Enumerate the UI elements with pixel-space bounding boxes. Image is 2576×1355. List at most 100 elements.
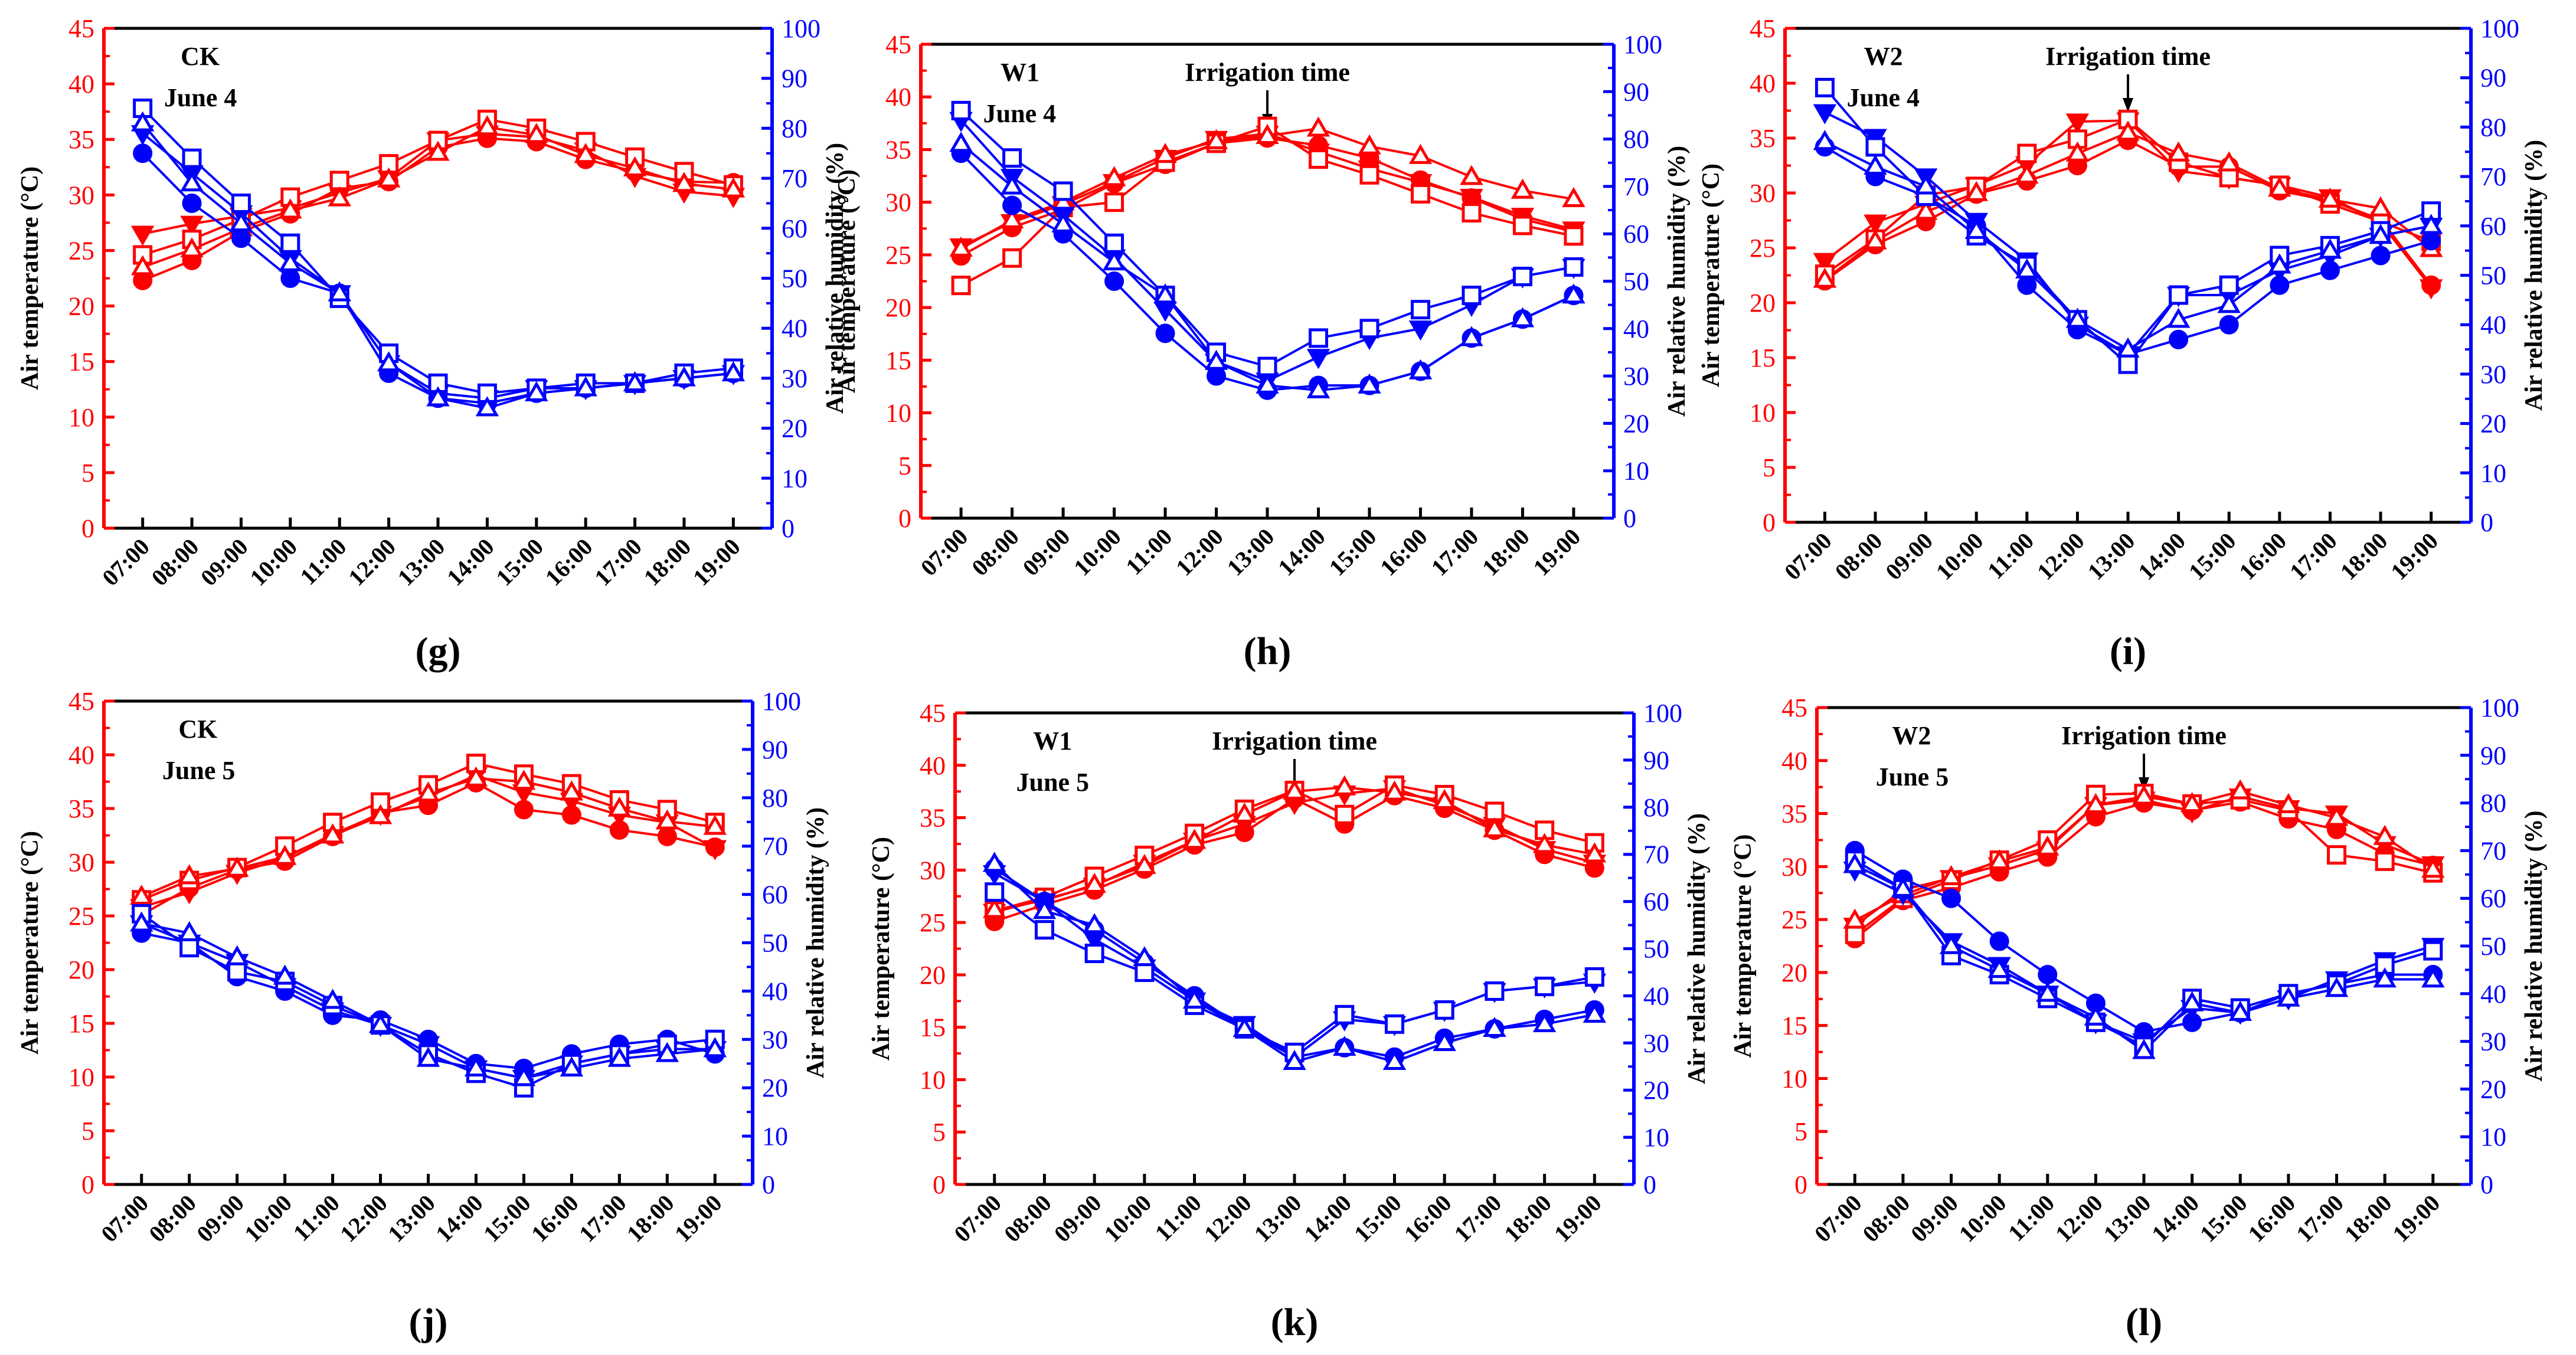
humidity-point xyxy=(1256,373,1279,394)
humidity-point xyxy=(1987,958,2011,978)
right-tick-label: 10 xyxy=(782,464,808,493)
temperature-point xyxy=(368,804,393,824)
x-tick-label: 13:00 xyxy=(383,1190,440,1248)
temperature-point xyxy=(655,809,679,830)
x-tick-label: 11:00 xyxy=(295,534,351,590)
humidity-point xyxy=(2116,337,2140,358)
humidity-point xyxy=(1939,934,1963,954)
left-tick-label: 40 xyxy=(1781,747,1807,775)
humidity-point xyxy=(1989,931,2009,951)
humidity-point xyxy=(1562,283,1586,304)
y-axis-title-temperature: Air temperature (°C) xyxy=(17,831,44,1055)
panel-letter: (i) xyxy=(2110,630,2146,673)
temperature-point xyxy=(1083,872,1106,893)
temperature-point xyxy=(1462,203,1482,223)
temperature-point xyxy=(1002,248,1022,268)
temperature-point xyxy=(1332,775,1356,796)
panel-site-label: CK xyxy=(181,42,220,71)
left-tick-label: 15 xyxy=(1781,1012,1807,1040)
right-tick-label: 20 xyxy=(782,414,808,443)
x-tick-label: 17:00 xyxy=(1426,523,1483,581)
temperature-point xyxy=(1408,143,1433,164)
left-tick-label: 40 xyxy=(68,70,94,99)
temperature-point xyxy=(130,884,153,905)
annotation-label: Irrigation time xyxy=(1212,726,1377,755)
x-tick-label: 16:00 xyxy=(526,1190,584,1248)
temperature-point xyxy=(721,177,746,198)
right-tick-label: 70 xyxy=(782,164,808,193)
temperature-point xyxy=(2217,151,2241,172)
right-tick-label: 0 xyxy=(2480,1170,2493,1199)
x-tick-label: 19:00 xyxy=(2385,528,2443,585)
left-tick-label: 0 xyxy=(81,1170,94,1199)
temperature-point xyxy=(2036,835,2060,856)
humidity-series-line xyxy=(993,872,1595,1059)
right-tick-label: 90 xyxy=(1623,77,1649,106)
panel-date-label: June 4 xyxy=(1847,83,1920,112)
humidity-point xyxy=(475,396,499,417)
temperature-point xyxy=(1864,214,1887,235)
humidity-point xyxy=(1532,1012,1557,1033)
temperature-point xyxy=(2084,793,2108,813)
humidity-point xyxy=(477,383,497,403)
humidity-point xyxy=(377,351,401,372)
x-tick-label: 07:00 xyxy=(97,534,155,591)
temperature-point xyxy=(672,172,696,192)
left-tick-label: 15 xyxy=(1750,343,1776,372)
temperature-point xyxy=(1408,174,1433,195)
left-tick-label: 0 xyxy=(81,514,94,543)
right-tick-label: 70 xyxy=(762,832,788,861)
humidity-point xyxy=(1335,1004,1355,1025)
temperature-point xyxy=(1813,267,1837,288)
humidity-series-line xyxy=(960,119,1574,382)
humidity-point xyxy=(1382,1049,1407,1070)
annotation-label: Irrigation time xyxy=(2045,42,2211,71)
humidity-point xyxy=(721,361,746,382)
temperature-series-line xyxy=(1824,139,2433,286)
temperature-point xyxy=(1964,181,1988,201)
humidity-point xyxy=(2015,258,2039,279)
x-tick-label: 10:00 xyxy=(1068,523,1126,581)
left-tick-label: 25 xyxy=(68,902,94,931)
right-tick-label: 60 xyxy=(782,214,808,243)
right-tick-label: 70 xyxy=(1623,172,1649,201)
left-tick-label: 0 xyxy=(1794,1170,1807,1199)
left-tick-label: 20 xyxy=(68,292,94,321)
humidity-point xyxy=(177,921,201,941)
temperature-point xyxy=(416,781,440,802)
humidity-point xyxy=(2169,329,2189,349)
left-tick-label: 45 xyxy=(885,30,911,59)
right-tick-label: 30 xyxy=(1623,362,1649,391)
x-tick-label: 18:00 xyxy=(1499,1190,1557,1248)
left-tick-label: 35 xyxy=(920,804,946,833)
temperature-point xyxy=(1358,134,1381,155)
right-tick-label: 10 xyxy=(2480,1122,2506,1151)
temperature-point xyxy=(426,140,450,161)
x-tick-label: 19:00 xyxy=(2387,1190,2445,1248)
humidity-point xyxy=(1032,899,1057,919)
humidity-point xyxy=(1306,378,1331,398)
x-tick-label: 08:00 xyxy=(1857,1190,1915,1248)
panel-date-label: June 4 xyxy=(983,99,1056,128)
temperature-point xyxy=(1410,184,1430,204)
left-tick-label: 25 xyxy=(68,236,94,265)
temperature-point xyxy=(1864,229,1887,250)
x-tick-label: 08:00 xyxy=(966,523,1024,581)
temperature-point xyxy=(1914,199,1938,220)
x-tick-label: 17:00 xyxy=(589,534,647,591)
humidity-point xyxy=(1358,373,1381,394)
humidity-point xyxy=(1964,218,1988,239)
temperature-point xyxy=(1102,166,1126,186)
x-tick-label: 16:00 xyxy=(2242,1190,2300,1248)
left-tick-label: 10 xyxy=(1781,1064,1807,1093)
humidity-point xyxy=(2118,354,2138,374)
humidity-point xyxy=(525,381,548,402)
x-tick-label: 08:00 xyxy=(999,1190,1057,1248)
left-tick-label: 20 xyxy=(1750,289,1776,318)
temperature-point xyxy=(525,123,548,143)
humidity-point xyxy=(672,366,696,387)
right-tick-label: 80 xyxy=(2480,113,2506,142)
temperature-point xyxy=(2166,141,2191,162)
left-tick-label: 5 xyxy=(933,1118,946,1147)
